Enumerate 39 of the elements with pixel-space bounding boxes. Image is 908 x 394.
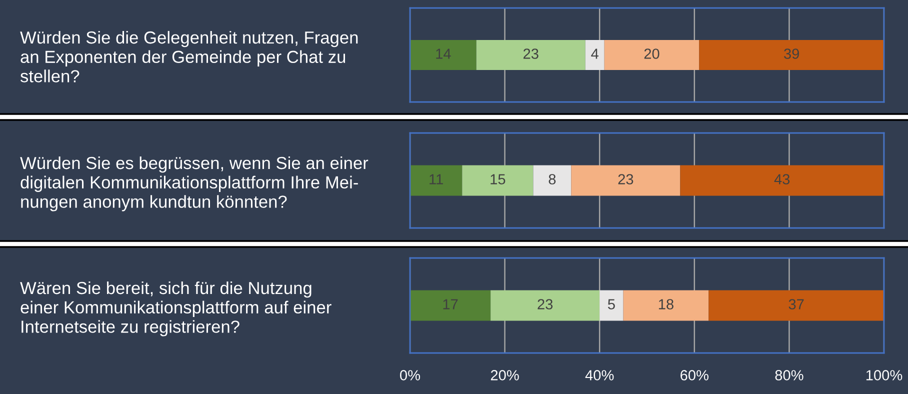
bar xyxy=(462,165,534,196)
x-tick-label: 100% xyxy=(866,370,902,380)
bar xyxy=(410,290,491,321)
data-label: 23 xyxy=(538,299,553,310)
data-label: 4 xyxy=(591,48,598,59)
x-tick-label: 0% xyxy=(400,370,420,380)
y-tick-label: Wären Sie bereit, sich für die Nutzung einer Kommunikationsplattform auf einer Internetseite zu registrieren? xyxy=(20,281,332,336)
data-label: 5 xyxy=(608,299,615,310)
bar xyxy=(604,40,700,70)
x-tick-label: 80% xyxy=(775,370,804,380)
bar xyxy=(410,40,476,70)
data-label: 37 xyxy=(788,299,804,310)
bar xyxy=(708,290,884,321)
bar xyxy=(623,290,709,321)
data-label: 11 xyxy=(430,174,443,184)
bar xyxy=(410,165,462,196)
data-label: 43 xyxy=(774,174,790,184)
data-label: 39 xyxy=(784,48,799,59)
bar xyxy=(571,165,680,196)
data-label: 23 xyxy=(523,48,538,59)
data-label: 8 xyxy=(548,174,556,184)
data-label: 20 xyxy=(644,48,660,59)
x-tick-label: 60% xyxy=(680,370,708,380)
x-tick-label: 40% xyxy=(585,370,614,380)
data-label: 15 xyxy=(490,174,506,184)
data-label: 18 xyxy=(658,299,674,310)
y-tick-label: Würden Sie es begrüssen, wenn Sie an einer digitalen Kommunikationsplattform Ihre Mei- nungen anonym kundtun könnten? xyxy=(20,156,368,212)
bar xyxy=(476,40,586,70)
x-tick-label: 20% xyxy=(490,370,519,380)
bar xyxy=(490,290,600,321)
bar xyxy=(680,165,884,196)
data-label: 17 xyxy=(443,299,458,310)
data-label: 14 xyxy=(436,48,451,59)
bar xyxy=(600,290,624,321)
y-tick-label: Würden Sie die Gelegenheit nutzen, Fragen an Exponenten der Gemeinde per Chat zu stellen? xyxy=(20,30,358,82)
bar xyxy=(533,165,572,196)
bar xyxy=(585,40,604,70)
bar xyxy=(699,40,884,70)
data-label: 23 xyxy=(618,174,634,184)
